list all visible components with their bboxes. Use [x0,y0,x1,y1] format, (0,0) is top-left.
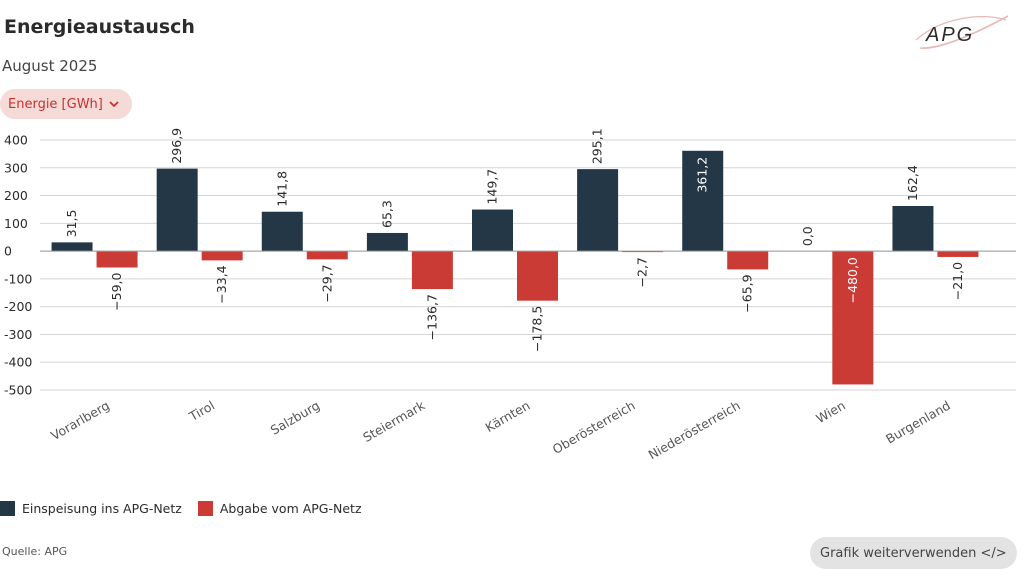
y-tick-label: -100 [4,271,32,286]
data-label: −33,4 [214,265,229,303]
y-tick-label: -400 [4,355,32,370]
data-label: 0,0 [800,226,815,246]
x-category-label: Wien [813,398,847,427]
feed-in-bar [472,209,513,252]
data-label: 141,8 [274,171,289,207]
withdrawal-bar [96,251,138,268]
x-category-label: Burgenland [883,398,953,447]
chevron-down-icon [109,99,119,110]
data-label: −178,5 [530,306,545,352]
data-label: −65,9 [740,274,755,312]
legend: Einspeisung ins APG-Netz Abgabe vom APG-… [0,501,378,516]
legend-item-feed-in[interactable]: Einspeisung ins APG-Netz [0,501,182,516]
logo-swoosh [919,15,1009,49]
withdrawal-bar [201,251,243,261]
data-label: −59,0 [109,272,124,310]
feed-in-bar [261,211,303,252]
withdrawal-bar [937,251,979,257]
chart-title: Energieaustausch [4,16,195,38]
withdrawal-bar [832,251,874,385]
reuse-chart-button[interactable]: Grafik weiterverwenden </> [810,537,1017,569]
feed-in-bar [892,206,934,252]
data-label: −2,7 [635,257,650,287]
feed-in-bar [51,242,93,252]
legend-swatch-withdrawal [197,501,213,516]
y-tick-label: 300 [4,160,28,175]
bar-chart: 400 300 200 100 0 -100 -200 -300 -400 -500 31,5 −59… [4,128,1016,463]
feed-in-bar [156,168,198,252]
data-label: 295,1 [590,128,605,164]
y-tick-label: 100 [4,216,28,231]
logo-swoosh-2 [915,16,1007,41]
unit-dropdown[interactable]: Energie [GWh] [0,89,132,119]
y-tick-label: -500 [4,383,32,398]
y-tick-label: -300 [4,327,32,342]
data-label: 361,2 [695,157,710,193]
legend-swatch-feed-in [0,501,15,516]
x-category-label: Oberösterreich [550,398,638,457]
x-category-label: Vorarlberg [48,398,112,444]
feed-in-bar [577,169,619,252]
withdrawal-bar [306,251,348,260]
y-tick-label: 0 [4,244,12,259]
withdrawal-bar [517,251,558,301]
feed-in-bar [366,232,408,252]
data-label: −480,0 [845,257,860,303]
legend-item-withdrawal[interactable]: Abgabe vom APG-Netz [197,501,362,516]
x-category-label: Salzburg [268,398,323,438]
data-label: 31,5 [64,210,79,238]
y-tick-label: 200 [4,188,28,203]
x-category-label: Steiermark [360,397,428,445]
data-label: 162,4 [905,165,920,201]
legend-label-feed-in: Einspeisung ins APG-Netz [22,501,182,516]
withdrawal-bar [411,251,453,290]
x-category-label: Kärnten [483,398,533,435]
data-label: 149,7 [485,169,500,205]
feed-in-bar [682,150,724,252]
chart-subtitle: August 2025 [2,57,98,75]
legend-label-withdrawal: Abgabe vom APG-Netz [219,501,362,516]
unit-dropdown-label: Energie [GWh] [8,96,103,112]
y-tick-label: 400 [4,133,28,148]
x-category-label: Niederösterreich [646,398,743,463]
data-label: −29,7 [319,264,334,302]
logo-text: APG [925,24,974,46]
withdrawal-bar [727,251,769,270]
data-label: −136,7 [424,294,439,340]
x-category-label: Tirol [186,398,218,425]
apg-logo: APG [915,15,1009,49]
source-note: Quelle: APG [2,545,68,558]
data-label: 65,3 [379,200,394,228]
data-label: 296,9 [169,128,184,164]
data-label: −21,0 [950,262,965,300]
y-tick-label: -200 [4,299,32,314]
